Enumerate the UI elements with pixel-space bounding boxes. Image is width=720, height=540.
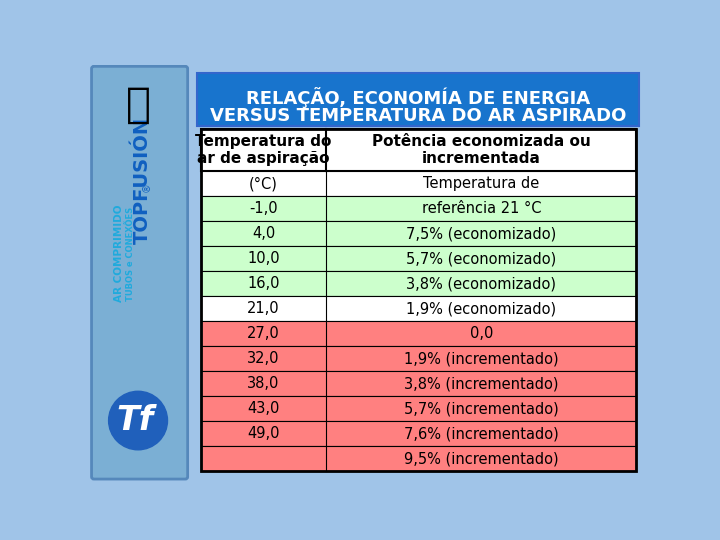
Text: 16,0: 16,0 (248, 276, 280, 291)
Text: Tf: Tf (117, 404, 153, 437)
Text: RELAÇÃO, ECONOMÍA DE ENERGIA: RELAÇÃO, ECONOMÍA DE ENERGIA (246, 86, 590, 107)
Text: 🐉: 🐉 (125, 84, 150, 126)
Bar (201, 447, 636, 471)
Text: ®: ® (142, 182, 152, 192)
Text: 4,0: 4,0 (252, 226, 275, 241)
Bar (201, 130, 636, 471)
Bar (197, 72, 639, 126)
FancyBboxPatch shape (91, 66, 188, 479)
Text: 3,8% (incrementado): 3,8% (incrementado) (404, 376, 559, 392)
Bar (201, 271, 636, 296)
Text: 43,0: 43,0 (248, 401, 280, 416)
Text: VERSUS TEMPERATURA DO AR ASPIRADO: VERSUS TEMPERATURA DO AR ASPIRADO (210, 106, 626, 125)
Bar (201, 130, 636, 171)
Text: TOPFUSIÓN: TOPFUSIÓN (132, 117, 151, 244)
Bar (201, 221, 636, 246)
Text: referência 21 °C: referência 21 °C (422, 201, 541, 216)
Bar (201, 372, 636, 396)
Text: 5,7% (incrementado): 5,7% (incrementado) (404, 401, 559, 416)
Text: 0,0: 0,0 (469, 326, 493, 341)
Text: 7,5% (economizado): 7,5% (economizado) (406, 226, 557, 241)
Text: 21,0: 21,0 (247, 301, 280, 316)
Bar (201, 196, 636, 221)
Text: (°C): (°C) (249, 176, 278, 191)
Bar (201, 346, 636, 372)
Text: 38,0: 38,0 (248, 376, 280, 392)
Text: Temperatura de: Temperatura de (423, 176, 539, 191)
Bar (201, 396, 636, 421)
Bar (201, 296, 636, 321)
Text: 49,0: 49,0 (248, 426, 280, 441)
Text: 7,6% (incrementado): 7,6% (incrementado) (404, 426, 559, 441)
Text: 27,0: 27,0 (247, 326, 280, 341)
Bar (201, 321, 636, 346)
Text: -1,0: -1,0 (249, 201, 278, 216)
Text: TUBOS e CONEXÕES: TUBOS e CONEXÕES (126, 206, 135, 301)
Text: Temperatura do
ar de aspiração: Temperatura do ar de aspiração (195, 134, 332, 166)
Bar (201, 171, 636, 196)
Text: 5,7% (economizado): 5,7% (economizado) (406, 251, 557, 266)
Text: 1,9% (incrementado): 1,9% (incrementado) (404, 351, 559, 366)
Bar (201, 246, 636, 271)
Text: 32,0: 32,0 (248, 351, 280, 366)
Text: 1,9% (economizado): 1,9% (economizado) (406, 301, 557, 316)
Text: 10,0: 10,0 (247, 251, 280, 266)
Text: 9,5% (incrementado): 9,5% (incrementado) (404, 451, 559, 467)
Bar (201, 421, 636, 447)
Circle shape (109, 392, 168, 450)
Text: Potência economizada ou
incrementada: Potência economizada ou incrementada (372, 134, 590, 166)
Text: 3,8% (economizado): 3,8% (economizado) (406, 276, 557, 291)
Text: AR COMPRIMIDO: AR COMPRIMIDO (114, 205, 124, 302)
